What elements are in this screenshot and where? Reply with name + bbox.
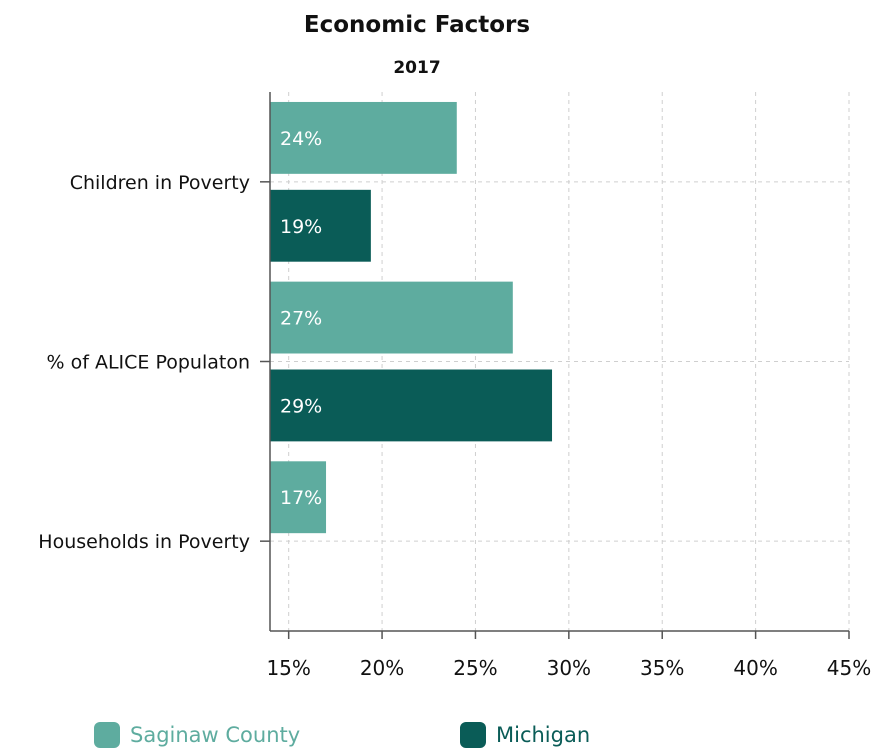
legend-label-saginaw: Saginaw County: [130, 723, 301, 747]
legend-swatch-saginaw: [94, 722, 120, 748]
x-tick-label: 40%: [733, 656, 777, 680]
legend-item-saginaw[interactable]: Saginaw County: [94, 722, 300, 748]
legend: Saginaw County Michigan: [0, 722, 874, 750]
bar-michigan: [270, 189, 371, 262]
x-tick-label: 30%: [547, 656, 591, 680]
bar-value-label: 27%: [280, 308, 322, 330]
legend-label-michigan: Michigan: [496, 723, 591, 747]
bar-value-label: 29%: [280, 395, 322, 417]
y-tick-label: Households in Poverty: [38, 531, 250, 553]
y-tick-label: % of ALICE Populaton: [47, 352, 251, 374]
x-tick-label: 15%: [266, 656, 310, 680]
bar-saginaw: [270, 281, 513, 354]
x-tick-label: 35%: [640, 656, 684, 680]
bar-value-label: 19%: [280, 216, 322, 238]
bar-michigan: [270, 369, 553, 442]
legend-item-michigan[interactable]: Michigan: [460, 722, 590, 748]
chart-subtitle: 2017: [393, 58, 441, 78]
bar-chart-plot: 24% 19% 27% 29% 17% Children in Poverty % of A…: [38, 92, 871, 680]
bar-saginaw: [270, 101, 457, 174]
x-tick-label: 45%: [827, 656, 871, 680]
chart-title: Economic Factors: [303, 12, 531, 38]
bar-value-label: 17%: [280, 487, 322, 509]
x-tick-label: 20%: [360, 656, 404, 680]
legend-swatch-michigan: [460, 722, 486, 748]
bar-saginaw: [270, 461, 327, 534]
y-tick-label: Children in Poverty: [70, 172, 250, 194]
x-tick-label: 25%: [453, 656, 497, 680]
bar-value-label: 24%: [280, 128, 322, 150]
